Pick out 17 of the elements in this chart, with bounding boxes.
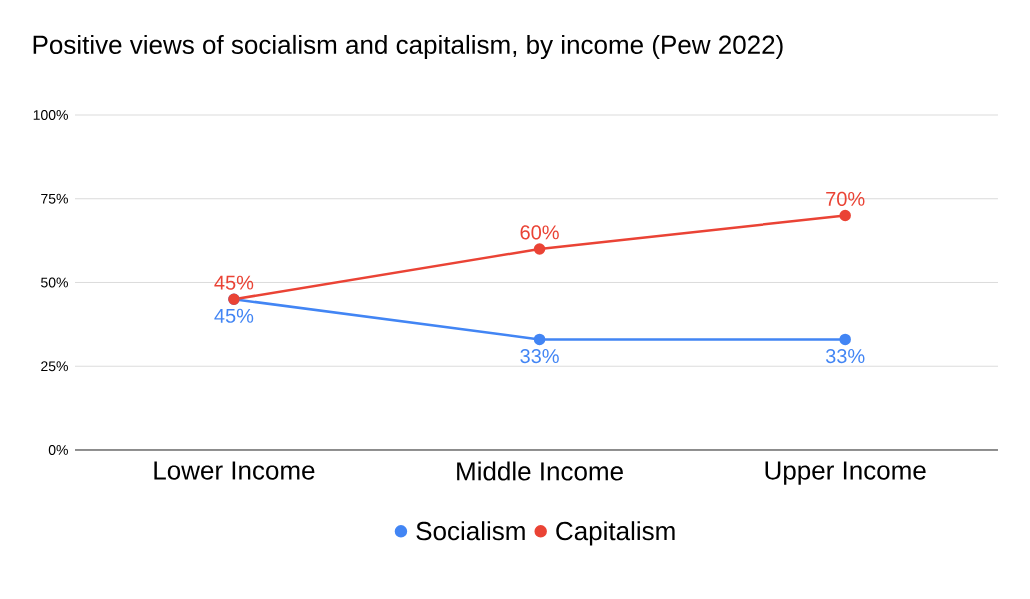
data-label: 33% bbox=[825, 348, 865, 364]
data-label: 70% bbox=[826, 191, 865, 206]
y-tick-label: 75% bbox=[41, 193, 68, 204]
y-tick-label: 25% bbox=[41, 361, 68, 372]
data-label: 33% bbox=[520, 348, 559, 364]
data-label: 60% bbox=[520, 225, 559, 240]
x-tick-label: Lower Income bbox=[154, 461, 315, 480]
data-label: 45% bbox=[214, 308, 254, 323]
y-tick-label: 0% bbox=[48, 445, 68, 455]
x-tick-label: Upper Income bbox=[765, 461, 926, 485]
data-label: 45% bbox=[214, 275, 254, 290]
legend-label: Socialism bbox=[416, 521, 525, 541]
chart-title: Positive views of socialism and capitalism, by income (Pew 2022) bbox=[33, 34, 783, 60]
y-tick-label: 100% bbox=[33, 110, 68, 120]
legend-label: Capitalism bbox=[556, 521, 675, 546]
x-tick-label: Middle Income bbox=[457, 461, 623, 481]
y-tick-label: 50% bbox=[41, 277, 68, 288]
